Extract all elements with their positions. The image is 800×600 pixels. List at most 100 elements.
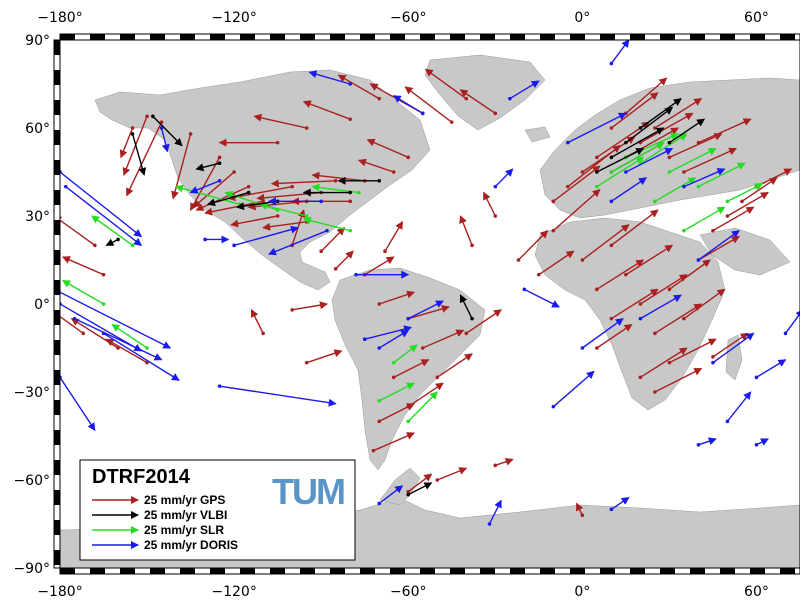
station-dot-doris	[566, 140, 570, 145]
frame-segment	[330, 34, 345, 40]
velocity-vector-gps	[119, 127, 134, 159]
lon-tick-label-top: 60°	[744, 10, 769, 26]
velocity-vector-gps	[640, 274, 688, 305]
landmass-madagascar	[725, 334, 743, 381]
station-dot-gps	[493, 111, 498, 116]
velocity-vector-gps	[422, 329, 465, 349]
station-dot-gps	[333, 267, 338, 271]
velocity-vector-gps	[407, 382, 444, 408]
velocity-vector-gps	[683, 147, 738, 173]
velocity-vector-gps	[581, 224, 630, 261]
station-dot-gps	[319, 249, 323, 253]
station-dot-gps	[609, 243, 614, 248]
frame-segment	[600, 34, 615, 40]
tum-logo: TUM	[272, 471, 346, 512]
station-dot-gps	[246, 184, 251, 189]
tum-logo-text: TUM	[272, 471, 344, 512]
velocity-vector-vlbi	[459, 294, 473, 319]
velocity-vector-gps	[459, 215, 473, 246]
station-dot-slr	[348, 228, 352, 233]
frame-segment	[510, 34, 525, 40]
station-dot-doris	[319, 199, 323, 204]
station-dot-doris	[508, 96, 512, 101]
station-dot-doris	[682, 184, 686, 189]
velocity-vector-vlbi	[625, 106, 674, 144]
station-dot-gps	[580, 513, 585, 517]
station-dot-gps	[81, 331, 86, 336]
velocity-vector-gps	[404, 86, 453, 123]
station-dot-doris	[159, 126, 164, 130]
velocity-vector-doris	[392, 95, 424, 114]
frame-segment	[120, 568, 135, 574]
station-dot-gps	[464, 96, 469, 101]
velocity-vector-gps	[625, 244, 674, 276]
velocity-vector-gps	[270, 179, 336, 188]
velocity-vector-doris	[610, 497, 630, 510]
velocity-vector-doris	[784, 309, 800, 334]
frame-segment	[240, 34, 255, 40]
velocity-vector-gps	[575, 502, 584, 516]
landmass-south-america	[331, 267, 486, 471]
station-dot-gps	[435, 478, 440, 482]
frame-segment	[150, 568, 165, 574]
axis-tick-labels: −180° −180° −120° −120° −60° −60° 0° 0° 60° 60° 90…	[13, 10, 768, 600]
landmass-arabia	[699, 227, 791, 276]
velocity-vector-slr	[224, 190, 278, 211]
station-dot-slr	[145, 346, 149, 350]
lon-tick-label-bottom: −60°	[390, 584, 427, 600]
station-dot-gps	[217, 155, 222, 160]
station-dot-gps	[551, 199, 556, 204]
frame-segment	[180, 568, 195, 574]
station-dot-doris	[638, 316, 643, 321]
station-dot-doris	[609, 61, 614, 66]
velocity-vector-gps	[698, 235, 740, 261]
station-dot-gps	[638, 302, 643, 306]
station-dot-gps	[653, 390, 657, 394]
frame-segment	[360, 34, 375, 40]
velocity-vector-doris	[726, 391, 752, 422]
station-dot-gps	[101, 272, 106, 277]
velocity-vector-gps	[596, 259, 645, 290]
station-dot-gps	[435, 375, 440, 380]
frame-segment	[54, 400, 60, 415]
frame-segment	[180, 34, 195, 40]
frame-segment	[300, 34, 315, 40]
frame-segment	[720, 568, 735, 574]
legend-title: DTRF2014	[92, 466, 191, 488]
station-dot-gps	[145, 114, 149, 119]
station-dot-gps	[470, 243, 474, 248]
frame-segment	[450, 568, 465, 574]
velocity-vector-gps	[610, 288, 659, 320]
station-dot-gps	[493, 463, 498, 468]
station-dot-slr	[667, 170, 672, 174]
velocity-vector-gps	[727, 191, 769, 217]
station-dot-doris	[609, 507, 614, 512]
velocity-vector-doris	[494, 168, 514, 188]
station-dot-vlbi	[130, 132, 135, 136]
velocity-vector-gps	[552, 165, 601, 202]
velocity-vector-doris	[65, 186, 143, 246]
station-dot-doris	[362, 337, 367, 342]
velocity-vector-gps	[640, 347, 688, 378]
velocity-vector-gps	[407, 473, 433, 493]
lon-tick-label-top: 0°	[574, 10, 590, 26]
station-dot-doris	[217, 179, 222, 183]
station-dot-gps	[551, 228, 556, 233]
velocity-vector-doris	[698, 437, 717, 446]
velocity-vector-slr	[91, 215, 133, 246]
velocity-vector-doris	[233, 225, 299, 247]
velocity-vector-doris	[60, 291, 172, 349]
station-dot-slr	[609, 170, 614, 174]
velocity-vector-doris	[567, 112, 627, 144]
frame-segment	[720, 34, 735, 40]
landmass-north-america	[94, 69, 431, 291]
station-dot-doris	[551, 404, 556, 409]
station-dot-gps	[333, 179, 338, 183]
velocity-vector-gps	[538, 250, 575, 276]
frame-segment	[660, 568, 675, 574]
station-dot-vlbi	[470, 316, 474, 321]
lon-tick-label-bottom: −120°	[211, 584, 256, 600]
velocity-vector-gps	[253, 113, 307, 129]
